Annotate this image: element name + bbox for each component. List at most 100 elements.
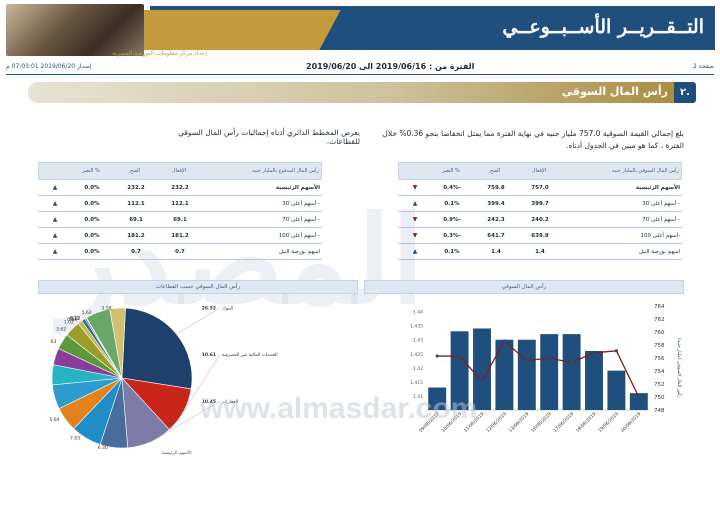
row-label: الأسهم الرئيسية	[275, 184, 320, 191]
column-header: الفتح	[489, 168, 501, 174]
change-value: -0.4%	[443, 184, 461, 191]
report-source: إعداد مركز معلومات البورصة المصرية	[112, 50, 207, 57]
trend-arrow-icon: ▼	[412, 216, 418, 223]
pie-chart-title: رأس المال السوقي حسب القطاعات	[38, 280, 358, 294]
x-tick-label: 19/06/2019	[597, 411, 620, 434]
trend-arrow-icon: ▼	[412, 184, 418, 191]
pie-label: البنوك	[222, 307, 233, 312]
open-value: 112.1	[127, 200, 145, 207]
left-tick-label: 1.435	[410, 324, 423, 330]
right-tick-label: 748	[654, 408, 665, 414]
close-value: 757.0	[531, 184, 549, 191]
x-tick-label: 17/06/2019	[552, 411, 575, 434]
row-label: -أسهم أعلى 100	[640, 232, 680, 239]
right-tick-label: 758	[654, 343, 665, 349]
line-point	[435, 354, 439, 358]
pie-value-label: 5.62	[82, 310, 92, 316]
row-label: - أسهم أعلى 30	[642, 200, 680, 207]
pie-value-label: 1.02	[64, 320, 74, 326]
change-value: 0.0%	[84, 184, 100, 191]
open-value: 1.4	[491, 248, 501, 255]
line-point	[592, 351, 596, 355]
table-header: رأس المال المدفوع بالمليار جنيه الإقفال …	[38, 162, 322, 180]
trend-arrow-icon: ▼	[412, 232, 418, 239]
change-value: 0.1%	[444, 200, 460, 207]
close-value: 399.7	[531, 200, 549, 207]
pie-leader-line	[176, 307, 221, 335]
line-point	[525, 359, 529, 363]
close-value: 240.2	[531, 216, 549, 223]
row-label: الأسهم الرئيسية	[635, 184, 680, 191]
line-point	[502, 339, 506, 343]
open-value: 759.8	[487, 184, 505, 191]
open-value: 69.1	[129, 216, 143, 223]
close-value: 69.1	[173, 216, 187, 223]
market-cap-table: رأس المال السوقي بالمليار جنيه الإقفال ا…	[398, 162, 682, 260]
pie-value-label: 0.31	[69, 316, 79, 322]
paid-capital-table: رأس المال المدفوع بالمليار جنيه الإقفال …	[38, 162, 322, 260]
row-label: اسهم بورصة النيل	[278, 248, 320, 255]
table-row: اسهم بورصة النيل 0.7 0.7 0.0% ▲	[38, 244, 322, 260]
open-value: 641.7	[487, 232, 505, 239]
open-value: 399.4	[487, 200, 505, 207]
pie-slice	[109, 307, 126, 379]
pie-value-label: 10.45	[202, 399, 216, 405]
market-cap-combo-chart: 1.41 1.415 1.42 1.425 1.43 1.435 1.44 748 750 752…	[410, 304, 683, 434]
line-point	[614, 349, 618, 353]
x-tick-label: 13/06/2019	[508, 411, 531, 434]
close-value: 1.4	[535, 248, 545, 255]
row-label: - أسهم أعلى 30	[282, 200, 320, 207]
left-tick-label: 1.425	[410, 352, 423, 358]
row-label: اسهم بورصة النيل	[638, 248, 680, 255]
line-point	[637, 395, 641, 399]
market-cap-bar	[607, 370, 626, 410]
open-value: 181.2	[127, 232, 145, 239]
exchange-floor-photo	[6, 4, 144, 56]
left-tick-label: 1.41	[413, 394, 423, 400]
report-title: التــقــريــر الأســبــوعــي	[502, 16, 704, 38]
meta-row: إصدار 2019/06/20 07:03:01 م الفترة من : …	[6, 62, 714, 73]
change-value: -0.9%	[443, 216, 461, 223]
x-tick-label: 16/06/2019	[530, 411, 553, 434]
issue-date: إصدار 2019/06/20 07:03:01 م	[6, 63, 92, 70]
market-cap-bar	[495, 339, 514, 410]
pie-leader-line	[149, 401, 221, 443]
market-cap-bar	[450, 331, 469, 410]
x-tick-label: 11/06/2019	[463, 411, 486, 434]
close-value: 639.9	[531, 232, 549, 239]
right-tick-label: 754	[654, 369, 665, 375]
table-row: - أسهم أعلى 100 181.2 181.2 0.0% ▲	[38, 228, 322, 244]
column-header: رأس المال السوقي بالمليار جنيه	[612, 168, 679, 174]
table-row: -أسهم أعلى 100 639.9 641.7 -0.3% ▼	[398, 228, 682, 244]
line-point	[547, 356, 551, 360]
close-value: 181.2	[171, 232, 189, 239]
pie-value-label: 5.64	[50, 417, 60, 423]
column-header: % التغير	[82, 168, 100, 174]
x-tick-label: 18/06/2019	[575, 411, 598, 434]
combo-chart-title: رأس المال السوقي	[364, 280, 684, 294]
right-tick-label: 750	[654, 395, 665, 401]
trend-arrow-icon: ▲	[52, 248, 58, 255]
table-row: - أسهم أعلى 30 112.1 112.1 0.0% ▲	[38, 196, 322, 212]
section-bar	[28, 82, 692, 103]
x-tick-label: 09/06/2019	[418, 411, 441, 434]
left-tick-label: 1.44	[413, 310, 423, 316]
change-value: 0.1%	[444, 248, 460, 255]
trend-arrow-icon: ▲	[52, 184, 58, 191]
market-cap-line	[437, 340, 640, 398]
right-tick-label: 764	[654, 304, 665, 310]
right-tick-label: 760	[654, 330, 665, 336]
close-value: 232.2	[171, 184, 189, 191]
change-value: 0.0%	[84, 248, 100, 255]
y2-axis-label: رأس المال السوقي (مليار جنيه)	[676, 338, 683, 398]
table-row: - أسهم أعلى 70 69.1 69.1 0.0% ▲	[38, 212, 322, 228]
table-row: الأسهم الرئيسية 232.2 232.2 0.0% ▲	[38, 180, 322, 196]
trend-arrow-icon: ▲	[52, 232, 58, 239]
change-value: 0.0%	[84, 232, 100, 239]
change-value: 0.0%	[84, 216, 100, 223]
market-cap-bar	[562, 334, 581, 410]
right-tick-label: 762	[654, 317, 665, 323]
close-value: 112.1	[171, 200, 189, 207]
left-tick-label: 1.42	[413, 366, 423, 372]
table-row: - أسهم أعلى 70 240.2 242.3 -0.9% ▼	[398, 212, 682, 228]
